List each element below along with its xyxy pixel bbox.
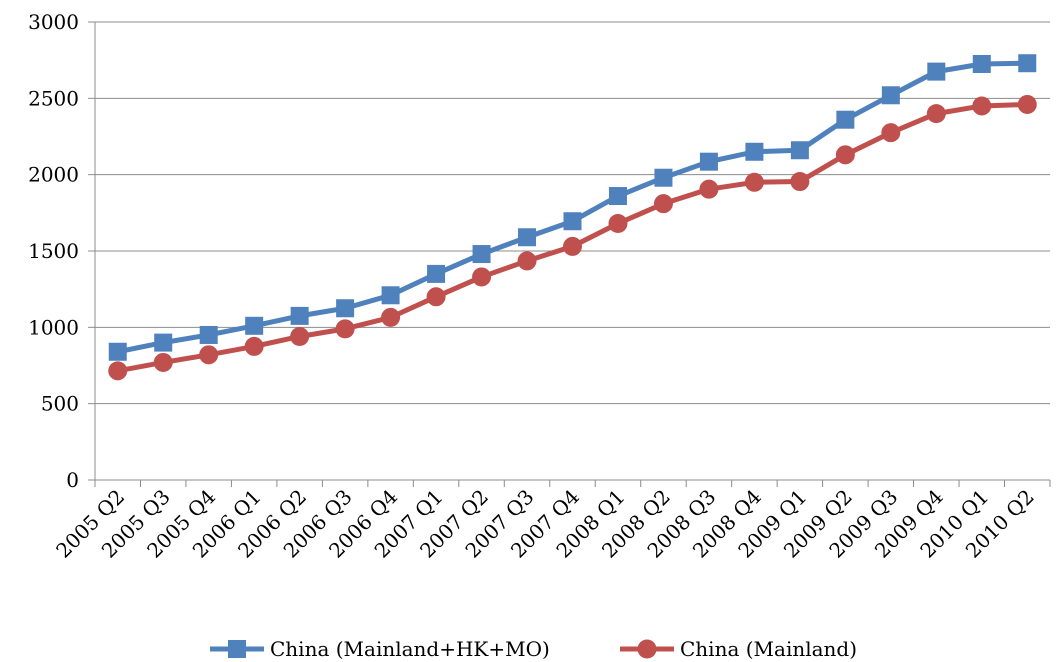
data-point [381,307,401,327]
y-tick-label: 2000 [28,163,79,187]
legend-marker [637,639,657,659]
data-point [426,287,446,307]
data-point [290,306,309,325]
data-point [881,86,900,105]
series-2 [108,94,1037,381]
data-point [744,172,764,192]
data-point [608,187,627,206]
data-point [790,172,810,192]
data-point [154,333,173,352]
data-point [927,62,946,81]
y-tick-label: 1500 [28,239,79,263]
legend-item: China (Mainland+HK+MO) [210,637,550,661]
data-point [517,251,537,271]
y-tick-label: 1000 [28,315,79,339]
series-1 [108,54,1037,361]
data-point [472,267,492,287]
data-point [881,123,901,143]
data-point [1017,94,1037,114]
legend-item: China (Mainland) [620,637,857,661]
data-point [199,345,219,365]
data-point [745,142,764,161]
data-point [653,194,673,214]
data-point [245,316,264,335]
data-point [244,336,264,356]
data-point [699,179,719,199]
data-point [699,152,718,171]
legend-label: China (Mainland+HK+MO) [270,637,550,661]
data-point [108,361,128,381]
legend-marker [228,640,246,658]
data-point [290,326,310,346]
legend-label: China (Mainland) [680,637,857,661]
data-point [836,110,855,129]
data-point [108,342,127,361]
data-point [153,352,173,372]
legend: China (Mainland+HK+MO) China (Mainland) [210,637,857,661]
y-tick-label: 3000 [28,10,79,34]
data-point [381,286,400,305]
y-tick-label: 500 [41,392,79,416]
data-point [608,214,628,234]
data-point [335,319,355,339]
data-point [835,145,855,165]
data-point [336,299,355,318]
data-point [1018,54,1037,73]
data-point [563,236,582,256]
data-point [654,168,673,187]
data-point [563,212,582,231]
data-point [518,228,537,247]
data-point [427,264,446,283]
data-point [790,141,809,160]
series-line [117,60,1028,355]
data-point [972,54,991,73]
y-tick-label: 2500 [28,86,79,110]
data-point [199,325,218,344]
data-point [472,245,491,264]
series-group [108,54,1037,381]
data-point [926,104,946,124]
y-tick-label: 0 [66,468,79,492]
data-point [972,96,992,116]
